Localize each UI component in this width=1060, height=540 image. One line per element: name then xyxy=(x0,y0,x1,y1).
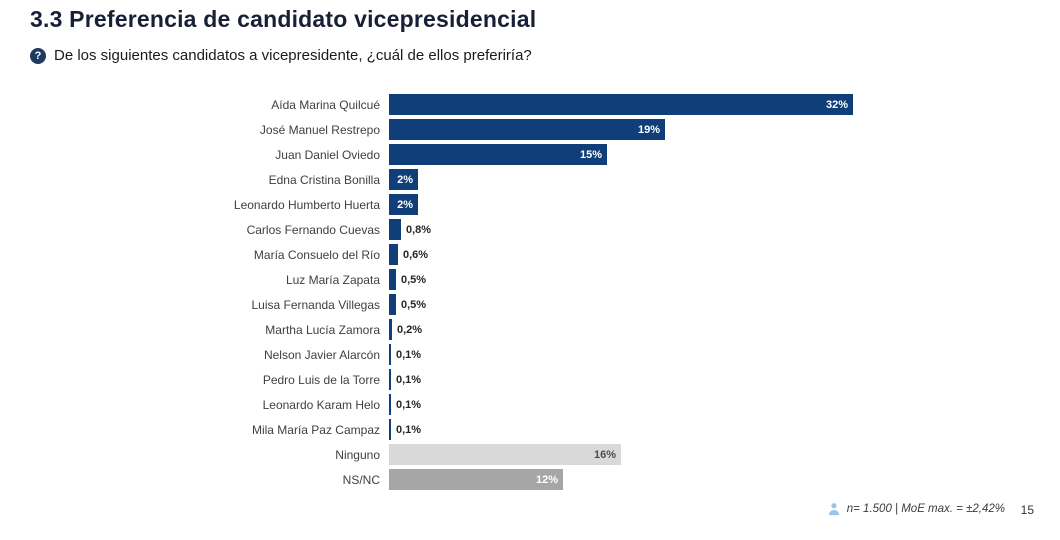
value-label: 0,1% xyxy=(396,398,422,411)
bar-track: 12% xyxy=(389,469,563,490)
bar-track: 2% xyxy=(389,169,418,190)
bar-track: 15% xyxy=(389,144,607,165)
sample-note-text: n= 1.500 | MoE max. = ±2,42% xyxy=(846,503,1005,515)
value-label: 0,1% xyxy=(396,373,422,386)
bar: 2% xyxy=(389,194,418,215)
category-label: Aída Marina Quilcué xyxy=(271,97,380,112)
bar-track: 0,6% xyxy=(389,244,428,265)
bar-row: Nelson Javier Alarcón 0,1% xyxy=(22,342,1038,367)
bar: 19% xyxy=(389,119,665,140)
category-label: Martha Lucía Zamora xyxy=(265,322,380,337)
bar xyxy=(389,244,398,265)
category-label: Juan Daniel Oviedo xyxy=(275,147,380,162)
bar xyxy=(389,394,391,415)
bar-row: Leonardo Humberto Huerta 2% xyxy=(22,192,1038,217)
bar-track: 0,1% xyxy=(389,394,421,415)
bar-row: Luz María Zapata 0,5% xyxy=(22,267,1038,292)
value-label: 15% xyxy=(579,148,602,161)
bar xyxy=(389,294,396,315)
bar-chart: Aída Marina Quilcué 32% José Manuel Restre… xyxy=(22,92,1038,492)
bar: 15% xyxy=(389,144,607,165)
bar xyxy=(389,219,401,240)
page-title: 3.3 Preferencia de candidato vicepreside… xyxy=(30,6,537,32)
person-icon xyxy=(827,502,841,516)
bar-row: Juan Daniel Oviedo 15% xyxy=(22,142,1038,167)
bar-track: 0,2% xyxy=(389,319,422,340)
category-label: Leonardo Karam Helo xyxy=(262,397,380,412)
question-text: De los siguientes candidatos a vicepresi… xyxy=(54,47,532,64)
bar-row: NS/NC 12% xyxy=(22,467,1038,492)
bar-row: María Consuelo del Río 0,6% xyxy=(22,242,1038,267)
bar-track: 0,5% xyxy=(389,294,426,315)
value-label: 0,6% xyxy=(403,248,429,261)
question-mark-icon: ? xyxy=(30,47,46,64)
bar xyxy=(389,344,391,365)
bar: 16% xyxy=(389,444,621,465)
category-label: Mila María Paz Campaz xyxy=(251,422,380,437)
bar-row: Aída Marina Quilcué 32% xyxy=(22,92,1038,117)
category-label: Luz María Zapata xyxy=(285,272,380,287)
category-label: Nelson Javier Alarcón xyxy=(263,347,380,362)
value-label: 0,5% xyxy=(401,298,427,311)
bar-track: 32% xyxy=(389,94,853,115)
value-label: 0,2% xyxy=(397,323,423,336)
bar-row: Luisa Fernanda Villegas 0,5% xyxy=(22,292,1038,317)
category-label: Luisa Fernanda Villegas xyxy=(251,297,380,312)
value-label: 0,1% xyxy=(396,348,422,361)
category-label: Ninguno xyxy=(335,447,380,462)
bar: 32% xyxy=(389,94,853,115)
bar: 2% xyxy=(389,169,418,190)
category-label: María Consuelo del Río xyxy=(253,247,380,262)
bar-track: 0,1% xyxy=(389,419,421,440)
page-number: 15 xyxy=(1020,503,1034,517)
bar-row: Leonardo Karam Helo 0,1% xyxy=(22,392,1038,417)
bar xyxy=(389,269,396,290)
bar-row: Carlos Fernando Cuevas 0,8% xyxy=(22,217,1038,242)
bar: 12% xyxy=(389,469,563,490)
value-label: 19% xyxy=(637,123,660,136)
bar-row: José Manuel Restrepo 19% xyxy=(22,117,1038,142)
bar-track: 16% xyxy=(389,444,621,465)
category-label: NS/NC xyxy=(342,472,380,487)
bar-track: 2% xyxy=(389,194,418,215)
category-label: Pedro Luis de la Torre xyxy=(262,372,380,387)
value-label: 16% xyxy=(593,448,616,461)
value-label: 12% xyxy=(535,473,558,486)
bar-row: Ninguno 16% xyxy=(22,442,1038,467)
category-label: Carlos Fernando Cuevas xyxy=(246,222,380,237)
category-label: José Manuel Restrepo xyxy=(259,122,380,137)
bar xyxy=(389,419,391,440)
bar-track: 0,1% xyxy=(389,344,421,365)
category-label: Edna Cristina Bonilla xyxy=(268,172,380,187)
bar-row: Edna Cristina Bonilla 2% xyxy=(22,167,1038,192)
value-label: 32% xyxy=(825,98,848,111)
bar-row: Pedro Luis de la Torre 0,1% xyxy=(22,367,1038,392)
bar xyxy=(389,369,391,390)
question-row: ? De los siguientes candidatos a vicepre… xyxy=(30,47,532,64)
bar-track: 19% xyxy=(389,119,665,140)
value-label: 2% xyxy=(397,198,413,211)
value-label: 0,8% xyxy=(406,223,432,236)
sample-note: n= 1.500 | MoE max. = ±2,42% xyxy=(827,502,1005,516)
category-label: Leonardo Humberto Huerta xyxy=(233,197,380,212)
value-label: 2% xyxy=(397,173,413,186)
bar-track: 0,1% xyxy=(389,369,421,390)
value-label: 0,1% xyxy=(396,423,422,436)
bar-track: 0,8% xyxy=(389,219,431,240)
bar-row: Martha Lucía Zamora 0,2% xyxy=(22,317,1038,342)
value-label: 0,5% xyxy=(401,273,427,286)
bar xyxy=(389,319,392,340)
bar-track: 0,5% xyxy=(389,269,426,290)
bar-row: Mila María Paz Campaz 0,1% xyxy=(22,417,1038,442)
